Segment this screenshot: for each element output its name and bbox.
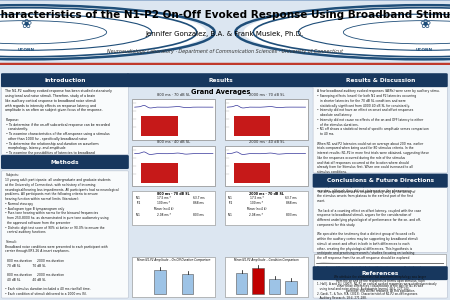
Bar xyxy=(225,256,308,297)
Bar xyxy=(132,256,215,297)
Text: The N1-P2 auditory evoked response has been studied extensively
using tonal and : The N1-P2 auditory evoked response has b… xyxy=(5,89,112,160)
Text: Conclusions & Future Directions: Conclusions & Future Directions xyxy=(327,178,434,183)
Bar xyxy=(132,146,215,186)
FancyBboxPatch shape xyxy=(1,87,128,154)
Text: 868 ms: 868 ms xyxy=(286,201,297,205)
Text: N1: N1 xyxy=(227,196,232,200)
Text: UCONN: UCONN xyxy=(416,48,433,52)
Bar xyxy=(182,274,194,294)
Text: P2: P2 xyxy=(135,201,140,205)
Bar xyxy=(132,99,215,140)
Text: 100 ms *: 100 ms * xyxy=(250,201,263,205)
Bar xyxy=(285,281,297,294)
Text: Introduction: Introduction xyxy=(44,78,86,83)
Text: 2.08 ms *: 2.08 ms * xyxy=(157,213,171,217)
Text: Neuroaudiology Laboratory · Department of Communication Sciences · University of: Neuroaudiology Laboratory · Department o… xyxy=(107,49,343,54)
Bar xyxy=(315,254,446,273)
Bar xyxy=(252,268,264,294)
Bar xyxy=(234,163,270,183)
Text: Mean N1-P2 Amplitude – Condition Comparison: Mean N1-P2 Amplitude – Condition Compari… xyxy=(234,258,299,262)
Text: ❀: ❀ xyxy=(20,18,31,31)
Text: 868 ms: 868 ms xyxy=(193,201,204,205)
Text: A few broadband auditory evoked responses (AERs) were seen by auditory stimu.
• : A few broadband auditory evoked response… xyxy=(317,89,440,193)
Text: N1: N1 xyxy=(227,213,232,217)
Text: 800 ms · 40 dB SL: 800 ms · 40 dB SL xyxy=(157,140,190,144)
Text: 803 ms: 803 ms xyxy=(193,213,204,217)
Text: ❀: ❀ xyxy=(419,18,430,31)
FancyBboxPatch shape xyxy=(127,73,314,87)
Text: 17.5 ms *: 17.5 ms * xyxy=(249,196,263,200)
Text: 63.7 ms: 63.7 ms xyxy=(285,196,297,200)
FancyBboxPatch shape xyxy=(313,266,448,280)
Text: References: References xyxy=(361,271,399,276)
Text: Characteristics of the N1-P2 On-Off Evoked Response Using Broadband Stimuli: Characteristics of the N1-P2 On-Off Evok… xyxy=(0,11,450,20)
Bar xyxy=(225,191,308,225)
Text: Grand Averages: Grand Averages xyxy=(191,89,250,95)
Text: 800 ms · 70 dB SL: 800 ms · 70 dB SL xyxy=(157,93,190,97)
Text: P2: P2 xyxy=(227,201,233,205)
Bar xyxy=(225,146,308,186)
Text: N1: N1 xyxy=(135,196,140,200)
Text: Subjects:
13 young adult participants: all undergraduate and graduate students
a: Subjects: 13 young adult participants: a… xyxy=(5,173,119,300)
Text: UCONN: UCONN xyxy=(17,48,34,52)
Text: 17.5 ms *: 17.5 ms * xyxy=(157,196,171,200)
FancyBboxPatch shape xyxy=(313,280,447,298)
Text: 1. Hall J. A and D J. (2007). N1-P2 on cortical evoked responses were studied pr: 1. Hall J. A and D J. (2007). N1-P2 on c… xyxy=(317,282,437,300)
Bar xyxy=(269,279,280,294)
FancyBboxPatch shape xyxy=(313,187,447,253)
Bar xyxy=(141,163,178,183)
Bar xyxy=(234,116,270,136)
Text: 2.08 ms *: 2.08 ms * xyxy=(249,213,263,217)
FancyBboxPatch shape xyxy=(1,155,129,169)
Bar xyxy=(141,116,178,136)
Text: 803 ms: 803 ms xyxy=(286,213,297,217)
Text: 2000 ms · 70 dB SL: 2000 ms · 70 dB SL xyxy=(249,93,284,97)
Text: 2000 ms · 40 dB SL: 2000 ms · 40 dB SL xyxy=(249,140,284,144)
Text: Mean (n=4 k): Mean (n=4 k) xyxy=(247,207,266,211)
FancyBboxPatch shape xyxy=(313,87,447,173)
Text: 63.7 ms: 63.7 ms xyxy=(193,196,204,200)
Bar xyxy=(225,99,308,140)
Bar xyxy=(132,191,215,225)
Text: Mean (n=4 k): Mean (n=4 k) xyxy=(154,207,174,211)
Circle shape xyxy=(244,6,450,58)
FancyBboxPatch shape xyxy=(313,174,448,188)
Text: The off response seemed to respond quickly only by the decay of
the stimulus ons: The off response seemed to respond quick… xyxy=(317,190,421,274)
Text: Mean N1-P2 Amplitude – On-Off Duration Comparison: Mean N1-P2 Amplitude – On-Off Duration C… xyxy=(137,258,211,262)
Text: Results & Discussion: Results & Discussion xyxy=(346,78,415,83)
Text: Methods: Methods xyxy=(50,160,79,164)
Text: 800 ms · 70 dB SL: 800 ms · 70 dB SL xyxy=(158,192,190,196)
FancyBboxPatch shape xyxy=(313,73,448,87)
Text: 100 ms *: 100 ms * xyxy=(158,201,171,205)
Text: 2000 ms · 70 dB SL: 2000 ms · 70 dB SL xyxy=(249,192,284,196)
FancyBboxPatch shape xyxy=(1,73,129,87)
Text: Results: Results xyxy=(208,78,233,83)
Circle shape xyxy=(0,6,206,58)
Bar xyxy=(236,273,248,294)
Bar xyxy=(154,270,166,294)
Text: We attribute the similarities that waveform morphology was larger
from the on an: We attribute the similarities that wavef… xyxy=(334,274,426,293)
FancyBboxPatch shape xyxy=(1,171,128,298)
Text: N1: N1 xyxy=(135,213,140,217)
Text: Jennifer Gonzalez, B.A. & Frank Musiek, Ph.D.: Jennifer Gonzalez, B.A. & Frank Musiek, … xyxy=(146,31,304,37)
